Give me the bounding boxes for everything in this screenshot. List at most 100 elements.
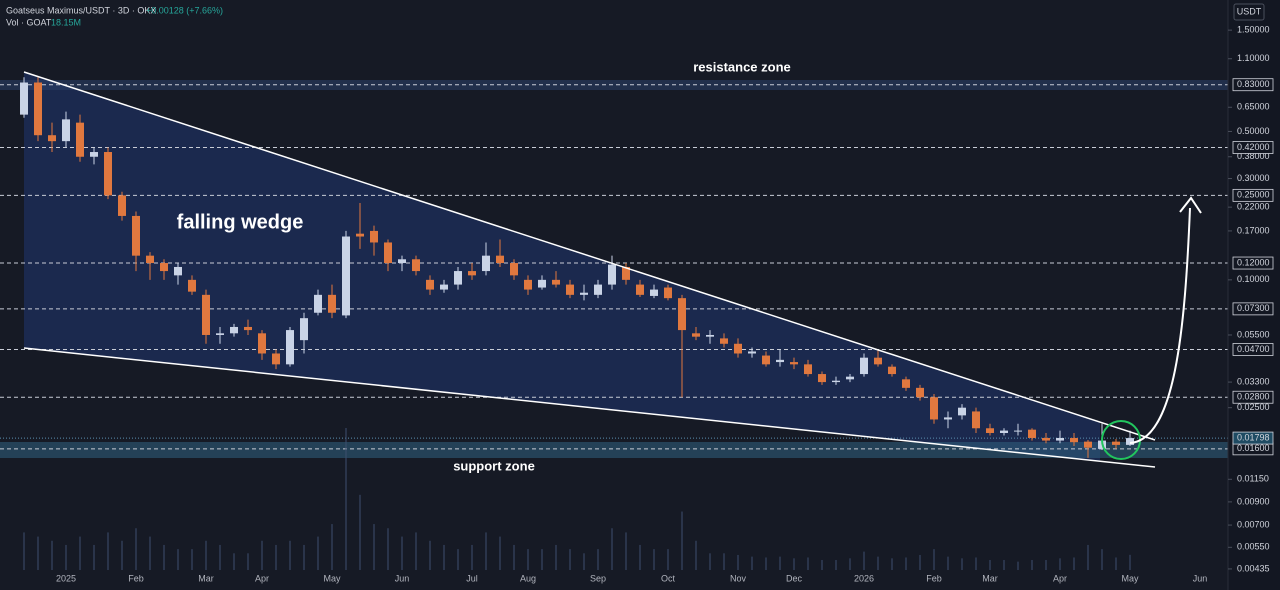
candle-body [132, 215, 140, 256]
volume-bar [947, 556, 949, 570]
y-tick-label: 0.01150 [1237, 474, 1269, 484]
x-tick-label: Dec [786, 573, 803, 583]
volume-bar [611, 528, 613, 570]
candle-body [986, 428, 994, 433]
candle-body [384, 242, 392, 264]
volume-bar [317, 536, 319, 570]
volume-bar [37, 536, 39, 570]
volume-bar [527, 549, 529, 570]
volume-bar [303, 544, 305, 570]
volume-bar [261, 540, 263, 570]
volume-bar [149, 536, 151, 570]
level-label: 0.04700 [1237, 344, 1270, 354]
candle-body [566, 284, 574, 295]
volume-bar [65, 544, 67, 570]
volume-bar [1129, 554, 1131, 570]
volume-bar [625, 532, 627, 570]
candle-body [1126, 438, 1134, 445]
candle-body [468, 271, 476, 276]
y-tick-label: 0.03300 [1237, 376, 1270, 386]
candle-body [20, 82, 28, 115]
candle-body [748, 351, 756, 354]
candle-body [342, 236, 350, 316]
y-axis-panel [1228, 0, 1280, 590]
y-tick-label: 0.22000 [1237, 202, 1270, 212]
volume-bar [835, 559, 837, 570]
candle-body [790, 362, 798, 365]
volume-bar [849, 558, 851, 570]
volume-bar [919, 554, 921, 570]
volume-bar [723, 553, 725, 570]
volume-bar [23, 532, 25, 570]
candle-body [118, 195, 126, 216]
volume-title: Vol · GOAT [6, 17, 52, 27]
x-tick-label: May [1121, 573, 1139, 583]
level-label: 0.25000 [1237, 190, 1270, 200]
volume-bar [569, 549, 571, 570]
candle-body [552, 279, 560, 285]
y-tick-label: 0.10000 [1237, 274, 1270, 284]
volume-bar [709, 553, 711, 570]
volume-bar [695, 540, 697, 570]
candle-body [272, 353, 280, 365]
level-label: 0.02800 [1237, 392, 1270, 402]
arrow-head [1179, 196, 1202, 214]
volume-bar [93, 544, 95, 570]
volume-bar [107, 532, 109, 570]
x-tick-label: Apr [255, 573, 269, 583]
volume-bar [1017, 561, 1019, 570]
volume-bar [191, 549, 193, 570]
support-band [0, 442, 1228, 458]
candle-body [706, 334, 714, 337]
candle-body [608, 264, 616, 285]
volume-bar [499, 536, 501, 570]
x-tick-label: Feb [128, 573, 144, 583]
x-tick-label: Apr [1053, 573, 1067, 583]
candle-body [356, 233, 364, 237]
volume-bar [989, 559, 991, 570]
currency: USDT [1237, 6, 1262, 16]
candle-body [888, 366, 896, 375]
volume-bar [667, 549, 669, 570]
volume-bar [1087, 544, 1089, 570]
candle-body [776, 359, 784, 363]
candle-body [244, 326, 252, 331]
y-tick-label: 0.00435 [1237, 563, 1270, 573]
candle-body [846, 376, 854, 380]
volume-bar [541, 549, 543, 570]
y-tick-label: 0.65000 [1237, 102, 1270, 112]
candle-body [524, 279, 532, 290]
volume-bar [1115, 557, 1117, 570]
x-tick-label: May [323, 573, 341, 583]
y-tick-label: 0.30000 [1237, 173, 1270, 183]
volume-bar [345, 428, 347, 570]
candle-body [258, 333, 266, 354]
y-tick-label: 0.02500 [1237, 402, 1270, 412]
candle-body [398, 259, 406, 264]
currency-box [1233, 3, 1265, 21]
volume-bar [415, 532, 417, 570]
volume-bar [807, 557, 809, 570]
candle-body [1112, 441, 1120, 445]
candle-body [230, 326, 238, 334]
volume-bar [485, 532, 487, 570]
candle-body [314, 294, 322, 313]
volume-bar [877, 556, 879, 570]
volume-bar [653, 549, 655, 570]
candle-body [860, 357, 868, 375]
candle-body [440, 284, 448, 290]
candle-body [678, 298, 686, 331]
candle-body [804, 364, 812, 375]
candle-body [48, 135, 56, 142]
level-box [1232, 343, 1274, 356]
level-box [1232, 141, 1274, 154]
candle-body [328, 294, 336, 313]
candle-body [1056, 437, 1064, 441]
candle-body [300, 318, 308, 341]
candle-body [538, 279, 546, 288]
candle-body [636, 284, 644, 295]
level-label: 0.01600 [1237, 443, 1270, 453]
candle-body [1014, 430, 1022, 432]
volume-bar [681, 511, 683, 570]
